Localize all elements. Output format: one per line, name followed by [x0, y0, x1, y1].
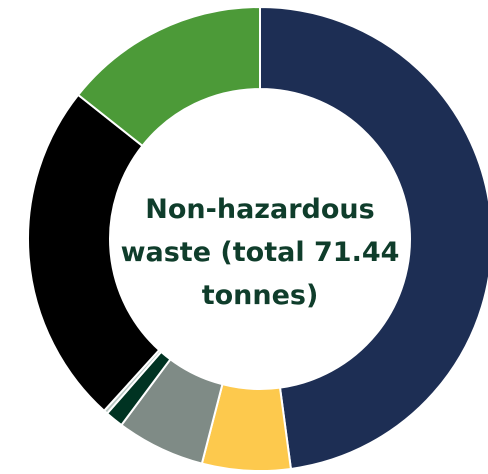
chart-title-line-2: waste (total 71.44 — [120, 237, 400, 268]
chart-title: Non-hazardous waste (total 71.44 tonnes) — [110, 188, 410, 317]
pie-slice-6 — [27, 93, 161, 413]
pie-slice-1 — [259, 5, 488, 471]
pie-slice-7 — [76, 5, 261, 148]
chart-title-line-3: tonnes) — [201, 280, 319, 311]
chart-title-line-1: Non-hazardous — [145, 194, 375, 225]
